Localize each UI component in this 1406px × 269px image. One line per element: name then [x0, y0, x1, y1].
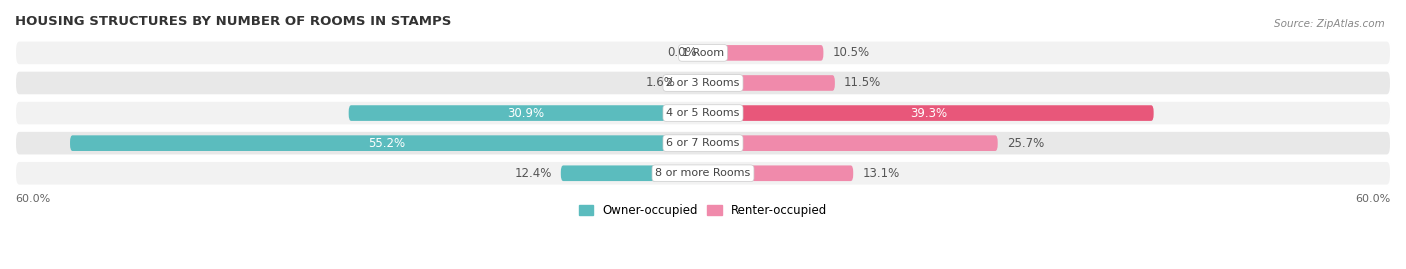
FancyBboxPatch shape	[685, 75, 703, 91]
Text: 30.9%: 30.9%	[508, 107, 544, 120]
FancyBboxPatch shape	[703, 75, 835, 91]
Text: 8 or more Rooms: 8 or more Rooms	[655, 168, 751, 178]
FancyBboxPatch shape	[349, 105, 703, 121]
FancyBboxPatch shape	[15, 101, 1391, 125]
Text: 12.4%: 12.4%	[515, 167, 551, 180]
FancyBboxPatch shape	[15, 161, 1391, 186]
Text: 55.2%: 55.2%	[368, 137, 405, 150]
FancyBboxPatch shape	[703, 135, 998, 151]
Legend: Owner-occupied, Renter-occupied: Owner-occupied, Renter-occupied	[574, 200, 832, 222]
Text: 4 or 5 Rooms: 4 or 5 Rooms	[666, 108, 740, 118]
Text: 10.5%: 10.5%	[832, 46, 870, 59]
Text: 1 Room: 1 Room	[682, 48, 724, 58]
Text: 2 or 3 Rooms: 2 or 3 Rooms	[666, 78, 740, 88]
FancyBboxPatch shape	[15, 41, 1391, 65]
Text: 25.7%: 25.7%	[1007, 137, 1045, 150]
FancyBboxPatch shape	[15, 71, 1391, 95]
Text: 60.0%: 60.0%	[1355, 194, 1391, 204]
Text: 60.0%: 60.0%	[15, 194, 51, 204]
Text: 11.5%: 11.5%	[844, 76, 882, 90]
FancyBboxPatch shape	[561, 165, 703, 181]
Text: 0.0%: 0.0%	[668, 46, 697, 59]
FancyBboxPatch shape	[703, 165, 853, 181]
Text: 6 or 7 Rooms: 6 or 7 Rooms	[666, 138, 740, 148]
FancyBboxPatch shape	[15, 131, 1391, 155]
Text: 39.3%: 39.3%	[910, 107, 946, 120]
Text: HOUSING STRUCTURES BY NUMBER OF ROOMS IN STAMPS: HOUSING STRUCTURES BY NUMBER OF ROOMS IN…	[15, 15, 451, 28]
FancyBboxPatch shape	[703, 105, 1154, 121]
Text: Source: ZipAtlas.com: Source: ZipAtlas.com	[1274, 19, 1385, 29]
FancyBboxPatch shape	[703, 45, 824, 61]
Text: 13.1%: 13.1%	[862, 167, 900, 180]
FancyBboxPatch shape	[70, 135, 703, 151]
Text: 1.6%: 1.6%	[645, 76, 675, 90]
